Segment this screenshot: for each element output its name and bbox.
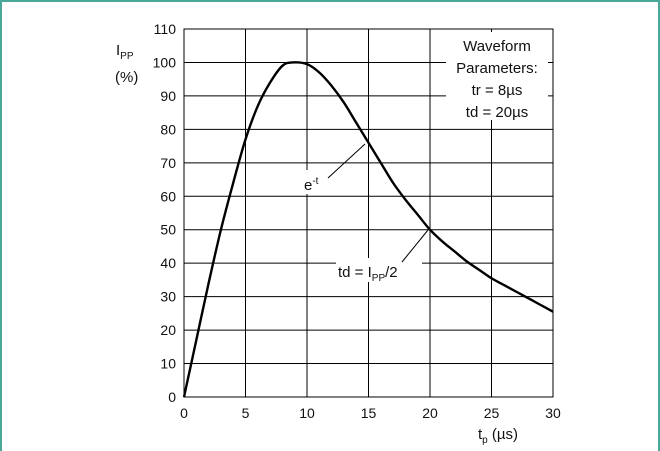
x-tick-label: 5 <box>242 405 250 421</box>
y-tick-label: 50 <box>160 222 176 238</box>
y-tick-label: 90 <box>160 88 176 104</box>
td-label-bg <box>336 258 422 282</box>
y-axis-label: IPP <box>116 42 134 62</box>
waveform-box-line: Parameters: <box>456 60 538 77</box>
y-tick-label: 30 <box>160 289 176 305</box>
series-line <box>182 61 554 398</box>
y-tick-label: 0 <box>168 389 176 405</box>
y-axis-unit: (%) <box>115 69 138 86</box>
y-tick-label: 20 <box>160 322 176 338</box>
x-tick-label: 10 <box>299 405 315 421</box>
y-tick-label: 70 <box>160 155 176 171</box>
decay-leader <box>327 143 366 179</box>
y-tick-label: 60 <box>160 188 176 204</box>
x-tick-label: 25 <box>484 405 500 421</box>
td-label: td = IPP/2 <box>338 264 398 284</box>
y-tick-label: 10 <box>160 356 176 372</box>
x-tick-label: 20 <box>422 405 438 421</box>
x-tick-labels: 0 5 10 15 20 25 30 <box>180 405 561 421</box>
waveform-box-line: td = 20µs <box>466 104 528 121</box>
y-tick-label: 110 <box>154 21 177 37</box>
y-tick-labels: 0 10 20 30 40 50 60 70 80 90 100 110 <box>153 21 177 405</box>
plot-border <box>183 28 554 398</box>
x-tick-label: 15 <box>361 405 377 421</box>
decay-label-bg <box>300 170 340 194</box>
y-tick-label: 100 <box>153 54 177 70</box>
y-tick-label: 40 <box>160 255 176 271</box>
td-leader <box>401 229 429 263</box>
waveform-box-line: Waveform <box>463 38 531 55</box>
decay-label: e-t <box>304 176 319 194</box>
waveform-box-line: tr = 8µs <box>472 82 523 99</box>
waveform-box <box>446 32 548 120</box>
x-axis-label: tp (µs) <box>478 426 518 446</box>
x-tick-label: 30 <box>545 405 561 421</box>
x-tick-label: 0 <box>180 405 188 421</box>
y-tick-label: 80 <box>160 121 176 137</box>
